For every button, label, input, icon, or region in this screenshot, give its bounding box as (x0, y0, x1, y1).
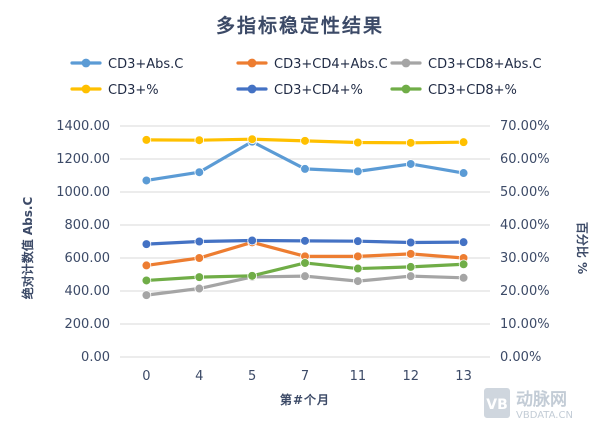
data-point (405, 138, 416, 148)
x-tick-label: 13 (455, 369, 472, 384)
legend-label: CD3+% (108, 83, 159, 98)
x-tick-label: 4 (195, 369, 203, 384)
data-point (194, 283, 205, 294)
x-axis-title: 第#个月 (280, 392, 330, 407)
data-point (353, 137, 363, 148)
data-point (300, 136, 310, 146)
y-tick-label-left: 400.00 (65, 284, 111, 299)
data-point (458, 168, 469, 178)
y-tick-label-right: 50.00% (500, 185, 550, 200)
data-point (405, 249, 416, 259)
data-point (300, 258, 310, 268)
data-point (247, 134, 257, 145)
y-axis-left: 0.00 200.00 400.00 600.00 800.00 1000.00 1200.… (56, 119, 110, 365)
data-point (141, 290, 152, 300)
x-tick-label: 12 (402, 369, 419, 384)
data-point (247, 235, 257, 246)
watermark: VB 动脉网 VBDATA.CN (484, 388, 573, 421)
y-tick-label-left: 1200.00 (56, 152, 110, 167)
series-group (141, 134, 469, 300)
data-point (141, 239, 152, 249)
y-axis-left-title: 绝对计数值 Abs.C (20, 197, 35, 300)
data-point (300, 236, 310, 246)
legend-marker (247, 58, 257, 68)
legend-marker (401, 58, 411, 68)
data-point (353, 251, 363, 262)
legend-label: CD3+Abs.C (108, 57, 183, 72)
watermark-logo-letters: VB (486, 397, 508, 413)
data-point (141, 135, 152, 145)
legend-marker (81, 84, 91, 94)
data-point (141, 175, 152, 186)
y-tick-label-left: 200.00 (65, 317, 111, 332)
data-point (194, 272, 205, 282)
y-tick-label-left: 1000.00 (56, 185, 110, 200)
y-axis-right-title: 百分比 % (575, 222, 590, 274)
y-tick-label-right: 20.00% (500, 284, 550, 299)
y-tick-label-left: 1400.00 (56, 119, 110, 134)
legend-label: CD3+CD4+Abs.C (274, 57, 388, 72)
data-point (405, 271, 416, 281)
data-point (353, 166, 363, 177)
legend: CD3+Abs.C CD3+CD4+Abs.C CD3+CD8+Abs.C CD3+%… (70, 57, 542, 98)
data-point (458, 259, 469, 270)
data-point (300, 271, 310, 281)
data-point (353, 236, 363, 246)
vb-logo-icon: VB (484, 388, 510, 418)
legend-label: CD3+CD8+Abs.C (428, 57, 542, 72)
series-CD3+% (141, 134, 469, 148)
data-point (405, 237, 416, 248)
legend-item: CD3+% (70, 83, 159, 98)
legend-label: CD3+CD8+% (428, 83, 517, 98)
data-point (300, 164, 310, 174)
y-tick-label-right: 40.00% (500, 218, 550, 233)
data-point (194, 236, 205, 247)
watermark-site: VBDATA.CN (516, 410, 573, 421)
series-CD3+CD8+% (141, 258, 469, 286)
y-tick-label-right: 0.00% (500, 350, 541, 365)
legend-item: CD3+CD4+Abs.C (236, 57, 388, 72)
watermark-brand: 动脉网 (516, 389, 567, 410)
data-point (458, 237, 469, 247)
legend-marker (401, 84, 411, 94)
legend-item: CD3+CD8+Abs.C (390, 57, 542, 72)
data-point (247, 271, 257, 281)
y-tick-label-right: 30.00% (500, 251, 550, 266)
y-tick-label-left: 800.00 (65, 218, 111, 233)
x-axis: 0 4 5 7 11 12 13 (142, 369, 472, 384)
y-axis-right: 0.00% 10.00% 20.00% 30.00% 40.00% 50.00% 60.00… (500, 119, 550, 365)
data-point (353, 276, 363, 286)
x-tick-label: 0 (142, 369, 150, 384)
x-tick-label: 5 (248, 369, 256, 384)
data-point (405, 262, 416, 272)
data-point (353, 263, 363, 274)
chart-title: 多指标稳定性结果 (216, 14, 384, 37)
y-tick-label-left: 600.00 (65, 251, 111, 266)
data-point (141, 275, 152, 286)
data-point (458, 137, 469, 147)
y-tick-label-right: 10.00% (500, 317, 550, 332)
legend-item: CD3+CD4+% (236, 83, 363, 98)
series-CD3+CD4+% (141, 235, 469, 249)
legend-item: CD3+CD8+% (390, 83, 517, 98)
data-point (141, 260, 152, 271)
x-tick-label: 7 (301, 369, 309, 384)
y-tick-label-right: 60.00% (500, 152, 550, 167)
x-tick-label: 11 (350, 369, 367, 384)
legend-marker (247, 84, 257, 94)
data-point (458, 272, 469, 283)
data-point (194, 167, 205, 178)
data-point (405, 159, 416, 169)
legend-label: CD3+CD4+% (274, 83, 363, 98)
legend-item: CD3+Abs.C (70, 57, 183, 72)
y-tick-label-right: 70.00% (500, 119, 550, 134)
data-point (194, 135, 205, 145)
series-CD3+Abs.C (141, 136, 469, 186)
data-point (194, 253, 205, 263)
y-tick-label-left: 0.00 (81, 350, 110, 365)
legend-marker (81, 58, 91, 68)
